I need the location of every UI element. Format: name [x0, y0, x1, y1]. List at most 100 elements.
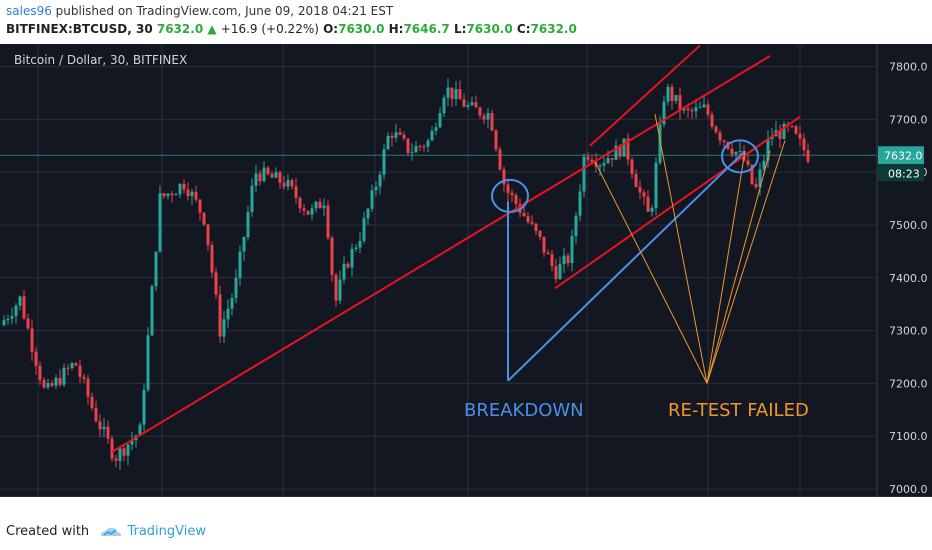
candle-body: [254, 173, 258, 186]
price-chart[interactable]: BREAKDOWN RE-TEST FAILED 7000.0 7100.0 7200…: [0, 44, 932, 513]
candle-body: [218, 294, 222, 337]
candle-body: [534, 223, 538, 231]
open-value: 7630.0: [338, 22, 385, 36]
candle-body: [390, 135, 394, 138]
candle-body: [402, 134, 406, 139]
last-price: 7632.0: [156, 22, 204, 36]
candle-body: [574, 215, 578, 237]
candle-body: [562, 255, 566, 265]
candle-body: [770, 136, 774, 139]
candle-body: [146, 335, 150, 390]
candle-body: [454, 89, 458, 99]
candle-body: [766, 138, 770, 161]
candle-body: [114, 458, 118, 461]
candle-body: [258, 173, 262, 182]
tradingview-link[interactable]: TradingView: [127, 524, 206, 539]
up-arrow-icon: ▲: [207, 22, 217, 36]
candle-body: [290, 180, 294, 187]
candle-body: [358, 240, 362, 248]
candle-body: [482, 115, 486, 120]
candle-body: [302, 208, 306, 211]
candle-body: [734, 151, 738, 155]
candle-body: [70, 363, 74, 369]
candle-body: [610, 158, 614, 160]
candle-body: [618, 145, 622, 157]
candle-body: [262, 167, 266, 182]
retest-circle: [721, 139, 759, 174]
candle-body: [426, 140, 430, 147]
candle-body: [286, 180, 290, 187]
candle-body: [522, 213, 526, 217]
chart-area[interactable]: BREAKDOWN RE-TEST FAILED 7000.0 7100.0 7200…: [0, 44, 932, 513]
symbol-label: BITFINEX:BTCUSD, 30: [6, 22, 153, 36]
candle-body: [746, 160, 750, 165]
candle-body: [266, 167, 270, 174]
candle-body: [174, 194, 178, 196]
candle-body: [550, 254, 554, 267]
candle-body: [754, 184, 758, 188]
candle-body: [58, 378, 62, 385]
created-with-text: Created with: [6, 524, 90, 539]
candle-body: [438, 113, 442, 128]
candle-body: [730, 148, 734, 155]
candle-body: [50, 383, 54, 386]
y-tick-label: 7700.0: [889, 113, 928, 126]
candle-body: [46, 383, 50, 388]
candle-body: [334, 274, 338, 301]
candle-body: [554, 266, 558, 280]
candle-body: [306, 210, 310, 215]
candle-body: [466, 105, 470, 107]
candle-body: [414, 146, 418, 153]
candle-body: [650, 207, 654, 212]
ohlc-bar: BITFINEX:BTCUSD, 30 7632.0 ▲ +16.9 (+0.2…: [6, 22, 577, 36]
candle-body: [758, 169, 762, 188]
candle-body: [2, 320, 6, 326]
publish-text: published on TradingView.com, June 09, 2…: [51, 4, 394, 18]
candle-body: [90, 396, 94, 408]
candle-body: [794, 126, 798, 134]
candle-body: [598, 165, 602, 167]
candle-body: [702, 104, 706, 108]
candle-body: [626, 138, 630, 160]
candle-body: [658, 124, 662, 163]
candle-body: [434, 127, 438, 131]
candle-body: [714, 126, 718, 133]
candle-body: [662, 101, 666, 125]
candle-body: [122, 448, 126, 456]
candle-body: [502, 169, 506, 185]
retest-label: RE-TEST FAILED: [668, 400, 809, 421]
candle-body: [686, 108, 690, 111]
price-axis[interactable]: 7000.07100.07200.07300.07400.07500.07600…: [878, 61, 928, 496]
lower-channel-line: [111, 55, 771, 453]
candle-body: [130, 440, 134, 445]
candle-body: [778, 130, 782, 139]
candle-body: [318, 201, 322, 209]
candle-body: [206, 224, 210, 245]
candle-body: [710, 114, 714, 127]
candle-body: [350, 248, 354, 268]
candle-body: [190, 191, 194, 197]
fan-4-line: [706, 150, 771, 384]
candle-body: [282, 182, 286, 187]
candle-body: [10, 316, 14, 319]
price-label: 7632.0: [884, 149, 923, 162]
candle-body: [422, 146, 426, 148]
candle-body: [582, 156, 586, 192]
candle-body: [138, 424, 142, 436]
chart-title: Bitcoin / Dollar, 30, BITFINEX: [14, 53, 187, 67]
candle-body: [430, 130, 434, 141]
candle-body: [38, 365, 42, 380]
candle-body: [110, 438, 114, 459]
breakdown-b-line: [507, 150, 746, 382]
candle-body: [338, 279, 342, 301]
candle-body: [238, 251, 242, 278]
candle-body: [226, 308, 230, 320]
candle-body: [14, 305, 18, 317]
candle-body: [538, 230, 542, 237]
candle-body: [490, 113, 494, 131]
candle-body: [342, 263, 346, 280]
candle-body: [278, 172, 282, 183]
author-link[interactable]: sales96: [6, 4, 52, 18]
candle-body: [382, 149, 386, 175]
candle-body: [30, 328, 34, 352]
